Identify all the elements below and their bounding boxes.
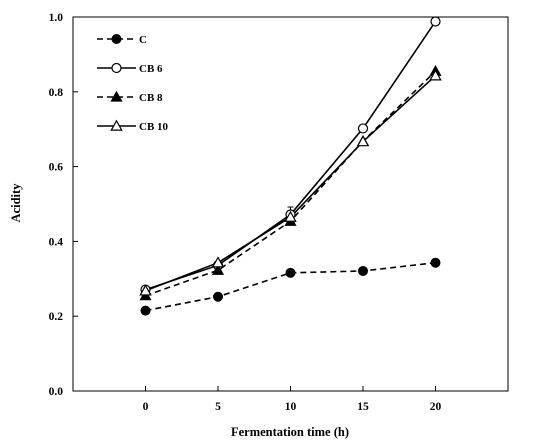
x-axis-title: Fermentation time (h) xyxy=(231,425,349,439)
x-tick-label: 20 xyxy=(430,401,442,413)
data-point-c xyxy=(285,267,296,278)
x-tick-label: 15 xyxy=(357,401,369,413)
y-tick-label: 0.2 xyxy=(49,311,64,323)
data-point-c xyxy=(430,257,441,268)
data-point-cb-10 xyxy=(429,69,442,81)
legend-marker xyxy=(110,119,123,131)
y-tick-label: 0.8 xyxy=(49,87,64,99)
y-tick-label: 0.0 xyxy=(49,386,64,398)
x-tick-label: 10 xyxy=(285,401,297,413)
y-tick-label: 1.0 xyxy=(49,12,64,24)
data-point-cb-8 xyxy=(211,263,225,275)
data-point-cb-10 xyxy=(139,284,152,296)
x-tick-label: 5 xyxy=(215,401,221,413)
series-line-cb-6 xyxy=(145,21,437,291)
data-point-cb-6 xyxy=(430,16,441,27)
data-point-c xyxy=(140,305,151,316)
series-line-cb-10 xyxy=(145,75,437,292)
legend-label: CB 10 xyxy=(139,121,169,133)
y-tick-label: 0.6 xyxy=(49,162,64,174)
legend-label: CB 6 xyxy=(139,63,163,75)
data-point-c xyxy=(213,291,223,302)
data-point-cb-10 xyxy=(284,210,297,222)
series-line-cb-8 xyxy=(145,70,437,297)
legend-marker xyxy=(111,34,122,44)
data-point-cb-10 xyxy=(211,256,225,268)
y-axis-title: Acidity xyxy=(9,183,23,223)
legend-item-c: C xyxy=(97,34,147,46)
legend-marker xyxy=(110,90,123,102)
legend-label: C xyxy=(139,34,147,46)
data-point-cb-6 xyxy=(357,123,369,134)
data-point-cb-10 xyxy=(356,135,370,147)
legend-label: CB 8 xyxy=(139,92,163,104)
legend-item-cb-6: CB 6 xyxy=(97,62,163,75)
legend-item-cb-10: CB 10 xyxy=(97,119,169,133)
y-tick-label: 0.4 xyxy=(49,236,64,248)
legend-marker xyxy=(111,62,122,74)
x-tick-label: 0 xyxy=(143,401,149,413)
data-point-c xyxy=(358,265,368,276)
legend-item-cb-8: CB 8 xyxy=(97,90,163,104)
